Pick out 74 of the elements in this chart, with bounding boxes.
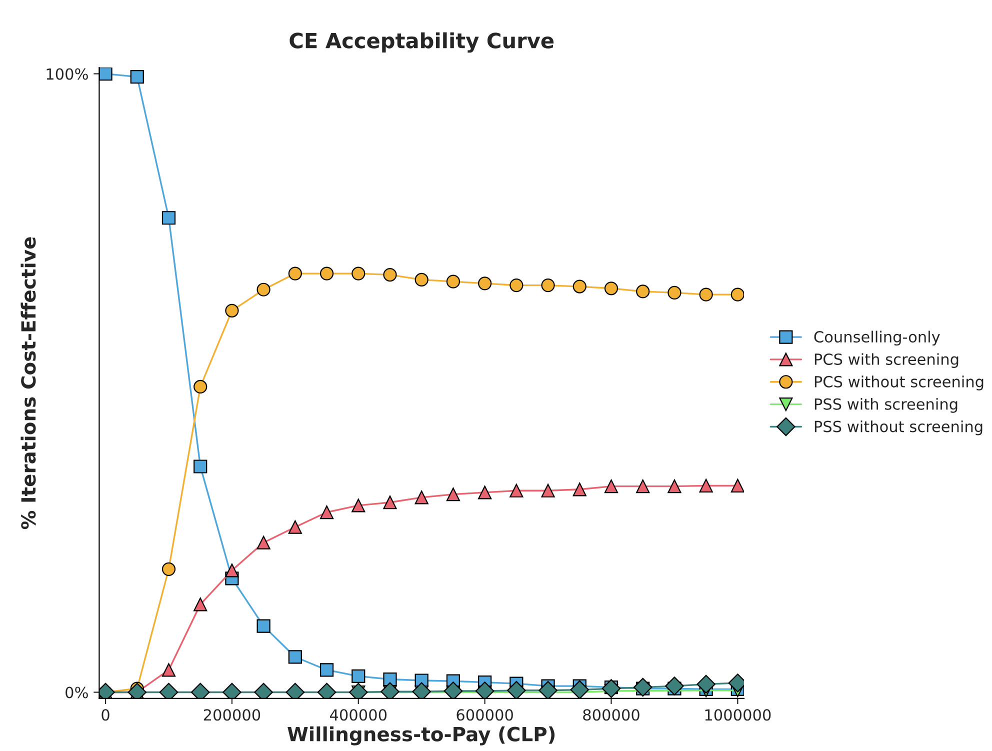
point — [162, 211, 176, 225]
point — [162, 562, 176, 576]
point — [633, 678, 652, 697]
legend-label: Counselling-only — [814, 330, 940, 346]
point — [256, 282, 270, 296]
x-tick-label: 600000 — [456, 709, 513, 721]
point — [699, 478, 713, 492]
point — [256, 619, 270, 633]
x-tick-label: 200000 — [204, 709, 260, 721]
point — [478, 276, 492, 290]
point — [538, 680, 558, 698]
point — [414, 490, 428, 504]
point — [604, 479, 618, 494]
x-axis-title: Willingness-to-Pay (CLP) — [288, 726, 555, 746]
point — [665, 676, 684, 696]
point — [636, 284, 650, 298]
x-tick-label: 800000 — [583, 709, 640, 721]
point — [478, 486, 492, 500]
point — [510, 484, 524, 498]
point — [256, 536, 270, 550]
point — [541, 278, 555, 292]
x-tick-label: 400000 — [330, 709, 387, 721]
point — [602, 679, 621, 698]
point — [475, 682, 494, 698]
y-tick-label: 0% — [66, 686, 88, 698]
point — [320, 505, 334, 520]
point — [288, 650, 302, 664]
point — [604, 282, 618, 296]
point — [668, 286, 682, 300]
point — [162, 663, 176, 677]
point — [668, 479, 682, 494]
point — [541, 484, 555, 498]
point — [507, 680, 526, 698]
point — [225, 564, 239, 578]
point — [380, 682, 400, 698]
point — [510, 278, 524, 292]
chart-title: CE Acceptability Curve — [290, 32, 554, 53]
point — [446, 274, 460, 288]
legend-label: PSS without screening — [814, 420, 982, 436]
point — [383, 496, 397, 510]
point — [194, 598, 208, 612]
legend-label: PCS without screening — [814, 376, 984, 390]
point — [699, 288, 713, 302]
point — [730, 288, 744, 302]
point — [572, 482, 586, 496]
legend-label: PCS with screening — [814, 353, 958, 368]
point — [320, 663, 334, 677]
point — [194, 460, 208, 474]
point — [288, 266, 302, 280]
point — [288, 520, 302, 534]
point — [194, 380, 208, 394]
point — [414, 272, 428, 287]
point — [446, 488, 460, 502]
x-tick-label: 1000000 — [705, 709, 771, 721]
x-tick-label: 0 — [102, 709, 110, 721]
point — [383, 268, 397, 282]
legend-label: PSS with screening — [814, 398, 958, 413]
point — [225, 304, 239, 318]
point — [444, 682, 463, 698]
point — [320, 266, 334, 280]
point — [352, 266, 366, 280]
point — [352, 498, 366, 512]
point — [412, 682, 431, 698]
point — [696, 674, 716, 694]
point — [383, 672, 397, 686]
point — [99, 68, 112, 81]
point — [572, 280, 586, 294]
point — [730, 478, 744, 492]
y-tick-label: 100% — [46, 68, 88, 80]
y-axis-title: % Iterations Cost-Effective — [20, 237, 36, 530]
point — [636, 479, 650, 494]
point — [130, 70, 144, 84]
point — [570, 680, 590, 698]
point — [352, 669, 366, 683]
